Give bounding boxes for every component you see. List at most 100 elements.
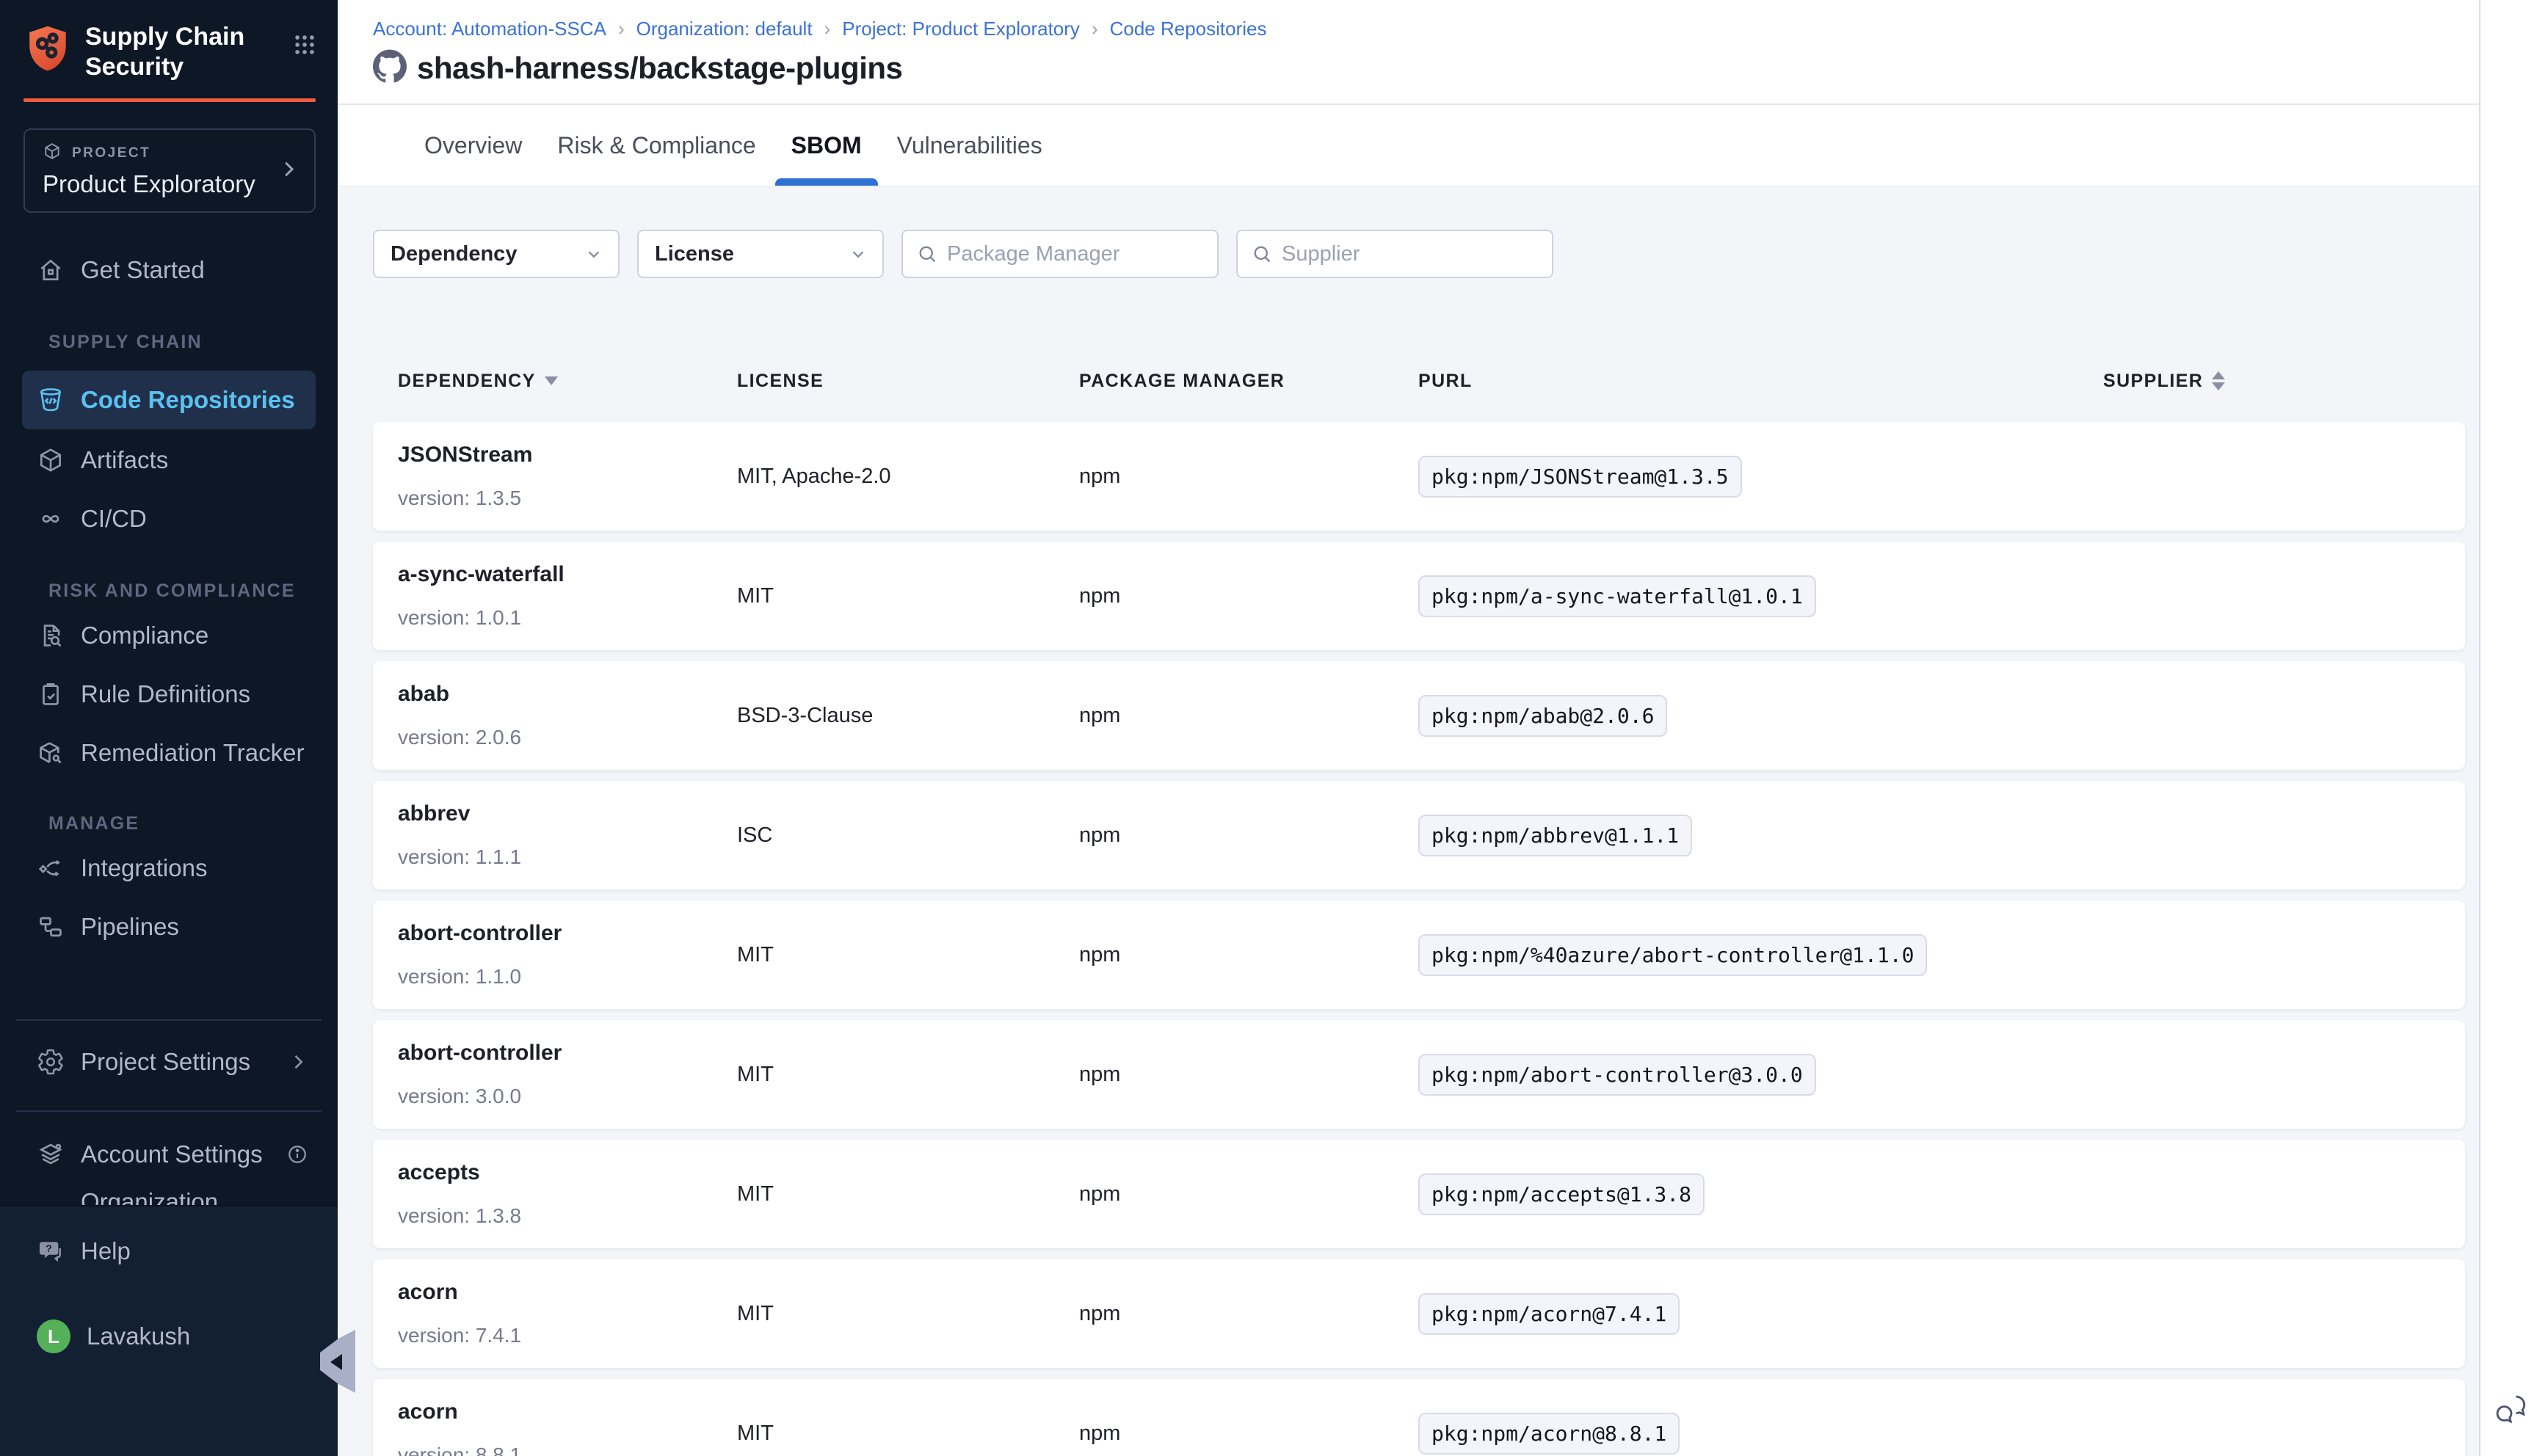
license-cell: MIT xyxy=(737,1062,774,1086)
license-cell: MIT xyxy=(737,1421,774,1445)
breadcrumb-account-link[interactable]: Account: Automation-SSCA xyxy=(373,18,606,40)
main-content: Account: Automation-SSCA › Organization:… xyxy=(338,0,2479,1456)
license-filter-label: License xyxy=(655,241,734,266)
user-menu[interactable]: L Lavakush xyxy=(0,1308,338,1364)
package-manager-input[interactable] xyxy=(947,241,1204,266)
purl-chip: pkg:npm/acorn@8.8.1 xyxy=(1418,1412,1680,1455)
dependency-version: version: 8.8.1 xyxy=(398,1444,522,1456)
right-rail xyxy=(2479,0,2537,1456)
supply-chain-shield-logo-icon xyxy=(23,22,72,79)
search-icon xyxy=(1251,243,1273,265)
integrations-icon xyxy=(37,854,65,882)
sidebar-section-manage: MANAGE xyxy=(48,813,140,834)
sidebar-item-label: Help xyxy=(81,1237,131,1264)
column-header-supplier[interactable]: SUPPLIER xyxy=(2103,371,2440,392)
package-manager-cell: npm xyxy=(1079,1421,1121,1445)
tab-risk-compliance[interactable]: Risk & Compliance xyxy=(557,131,756,159)
sidebar-item-integrations[interactable]: Integrations xyxy=(0,840,338,896)
dependency-version: version: 1.3.5 xyxy=(398,487,522,509)
infinity-icon xyxy=(37,505,65,533)
package-manager-cell: npm xyxy=(1079,1301,1121,1325)
table-row[interactable]: abort-controller version: 1.1.0 MIT npm … xyxy=(373,900,2465,1009)
layers-gear-icon xyxy=(37,1140,65,1168)
sidebar-item-account-settings[interactable]: Account Settings xyxy=(0,1126,338,1182)
breadcrumb-separator: › xyxy=(617,18,625,40)
table-row[interactable]: accepts version: 1.3.8 MIT npm pkg:npm/a… xyxy=(373,1140,2465,1248)
package-manager-cell: npm xyxy=(1079,583,1121,608)
sidebar-item-artifacts[interactable]: Artifacts xyxy=(0,432,338,488)
dependency-table: JSONStream version: 1.3.5 MIT, Apache-2.… xyxy=(373,422,2465,1456)
sidebar-item-get-started[interactable]: Get Started xyxy=(0,242,338,298)
tab-sbom[interactable]: SBOM xyxy=(774,105,878,186)
breadcrumb-project-link[interactable]: Project: Product Exploratory xyxy=(842,18,1080,40)
sidebar-item-label: Project Settings xyxy=(81,1048,251,1075)
brand: Supply Chain Security xyxy=(0,0,338,82)
svg-text:?: ? xyxy=(46,1243,52,1255)
sidebar-item-remediation-tracker[interactable]: Remediation Tracker xyxy=(0,725,338,781)
tab-vulnerabilities[interactable]: Vulnerabilities xyxy=(896,131,1042,159)
purl-cell: pkg:npm/acorn@8.8.1 xyxy=(1418,1412,2103,1455)
dependency-name: abab xyxy=(398,682,450,706)
table-row[interactable]: JSONStream version: 1.3.5 MIT, Apache-2.… xyxy=(373,422,2465,531)
dependency-version: version: 7.4.1 xyxy=(398,1324,522,1347)
dependency-version: version: 1.3.8 xyxy=(398,1204,522,1227)
package-manager-cell: npm xyxy=(1079,464,1121,488)
dependency-name: accepts xyxy=(398,1160,480,1184)
column-label: LICENSE xyxy=(737,370,824,391)
breadcrumb-organization-link[interactable]: Organization: default xyxy=(636,18,813,40)
filter-bar: Dependency License xyxy=(373,230,2479,278)
column-label: SUPPLIER xyxy=(2103,370,2204,391)
module-grid-icon[interactable] xyxy=(292,32,317,61)
dependency-cell: abort-controller version: 1.1.0 xyxy=(398,921,737,989)
box-wrench-icon xyxy=(37,739,65,767)
dependency-filter-select[interactable]: Dependency xyxy=(373,230,620,278)
chevron-right-icon xyxy=(277,158,300,183)
sidebar-item-rule-definitions[interactable]: Rule Definitions xyxy=(0,666,338,722)
table-row[interactable]: acorn version: 7.4.1 MIT npm pkg:npm/aco… xyxy=(373,1259,2465,1368)
breadcrumb-code-repositories-link[interactable]: Code Repositories xyxy=(1109,18,1267,40)
sidebar-item-compliance[interactable]: Compliance xyxy=(0,608,338,663)
supplier-input[interactable] xyxy=(1282,241,1539,266)
sort-both-icon xyxy=(2212,371,2226,390)
sidebar-item-label: Remediation Tracker xyxy=(81,739,305,766)
column-label: DEPENDENCY xyxy=(398,370,536,391)
tab-overview[interactable]: Overview xyxy=(424,131,523,159)
purl-cell: pkg:npm/a-sync-waterfall@1.0.1 xyxy=(1418,575,2103,617)
purl-chip: pkg:npm/abort-controller@3.0.0 xyxy=(1418,1053,1816,1096)
sidebar-item-pipelines[interactable]: Pipelines xyxy=(0,899,338,955)
dependency-version: version: 1.1.0 xyxy=(398,965,522,988)
column-header-license[interactable]: LICENSE xyxy=(737,371,1079,392)
sidebar-item-label: Compliance xyxy=(81,622,209,649)
feedback-chat-icon[interactable] xyxy=(2490,1389,2528,1431)
table-row[interactable]: abort-controller version: 3.0.0 MIT npm … xyxy=(373,1020,2465,1129)
avatar: L xyxy=(37,1320,70,1353)
sidebar-item-help[interactable]: ? Help xyxy=(0,1223,338,1279)
license-filter-select[interactable]: License xyxy=(637,230,884,278)
purl-cell: pkg:npm/abab@2.0.6 xyxy=(1418,694,2103,737)
column-header-dependency[interactable]: DEPENDENCY xyxy=(398,371,737,392)
package-manager-cell: npm xyxy=(1079,823,1121,847)
purl-chip: pkg:npm/JSONStream@1.3.5 xyxy=(1418,455,1742,498)
column-header-package-manager[interactable]: PACKAGE MANAGER xyxy=(1079,371,1418,392)
dependency-name: abbrev xyxy=(398,801,471,826)
sidebar-item-project-settings[interactable]: Project Settings xyxy=(0,1034,338,1090)
package-manager-cell: npm xyxy=(1079,1062,1121,1086)
dependency-cell: acorn version: 7.4.1 xyxy=(398,1280,737,1347)
breadcrumb-separator: › xyxy=(824,18,831,40)
chevron-down-icon xyxy=(849,244,868,263)
project-selector[interactable]: PROJECT Product Exploratory xyxy=(23,128,316,213)
table-row[interactable]: acorn version: 8.8.1 MIT npm pkg:npm/aco… xyxy=(373,1379,2465,1456)
sidebar-item-code-repositories[interactable]: Code Repositories xyxy=(22,371,316,429)
table-row[interactable]: abab version: 2.0.6 BSD-3-Clause npm pkg… xyxy=(373,661,2465,770)
sidebar-item-cicd[interactable]: CI/CD xyxy=(0,491,338,547)
brand-accent-rule xyxy=(23,98,316,102)
tab-bar: Overview Risk & Compliance SBOM Vulnerab… xyxy=(338,105,2479,187)
purl-chip: pkg:npm/acorn@7.4.1 xyxy=(1418,1292,1680,1335)
table-row[interactable]: abbrev version: 1.1.1 ISC npm pkg:npm/ab… xyxy=(373,781,2465,889)
info-icon[interactable] xyxy=(286,1143,308,1165)
table-row[interactable]: a-sync-waterfall version: 1.0.1 MIT npm … xyxy=(373,542,2465,650)
sidebar-item-label: Pipelines xyxy=(81,913,179,940)
column-header-purl[interactable]: PURL xyxy=(1418,371,2103,392)
help-chat-icon: ? xyxy=(37,1237,65,1265)
license-cell: MIT, Apache-2.0 xyxy=(737,464,891,488)
